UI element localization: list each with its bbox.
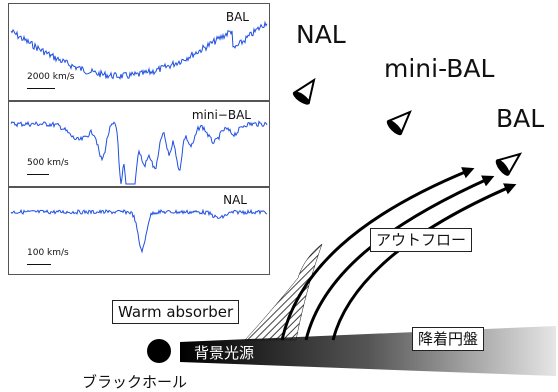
- black-hole-icon: [147, 339, 171, 363]
- outflow-line-1: [280, 167, 475, 341]
- panel-label-mini-bal: mini−BAL: [191, 108, 251, 122]
- bal-spectrum-plot: [10, 20, 268, 80]
- nal-spectrum-plot: [10, 208, 268, 254]
- outflow-label: アウトフロー: [370, 228, 473, 252]
- eye-icon: [292, 77, 316, 105]
- warm-absorber-region: [244, 243, 323, 341]
- scale-label-bal: 2000 km/s: [27, 72, 75, 82]
- nal-spectrum-line: [10, 208, 268, 254]
- panel-label-bal: BAL: [225, 10, 249, 24]
- viewer-label-mini-bal: mini-BAL: [384, 54, 495, 83]
- outflow-line-3: [331, 183, 517, 341]
- warm-absorber-label: Warm absorber: [112, 300, 240, 324]
- outflow-line-2: [304, 175, 495, 341]
- mini-bal-spectrum-line: [10, 120, 268, 185]
- scale-bar-nal: [27, 264, 51, 265]
- panel-label-nal: NAL: [223, 193, 247, 207]
- scale-bar-bal: [27, 88, 55, 89]
- eye-icon: [386, 110, 412, 136]
- spectrum-panel-mini-bal: mini−BAL 500 km/s: [8, 101, 270, 187]
- mini-bal-spectrum-plot: [10, 120, 268, 185]
- viewer-label-bal: BAL: [496, 104, 545, 133]
- spectrum-panel-nal: NAL 100 km/s: [8, 187, 270, 275]
- scale-label-nal: 100 km/s: [27, 248, 69, 258]
- spectrum-panel-bal: BAL 2000 km/s: [8, 3, 270, 101]
- viewer-label-nal: NAL: [296, 20, 346, 49]
- black-hole-label: ブラックホール: [82, 373, 188, 391]
- accretion-disk-label: 降着円盤: [412, 327, 485, 351]
- scale-bar-mini-bal: [27, 174, 49, 175]
- bal-spectrum-line: [10, 20, 268, 80]
- background-source-label: 背景光源: [194, 344, 255, 362]
- scale-label-mini-bal: 500 km/s: [27, 158, 69, 168]
- eye-icon: [495, 152, 523, 176]
